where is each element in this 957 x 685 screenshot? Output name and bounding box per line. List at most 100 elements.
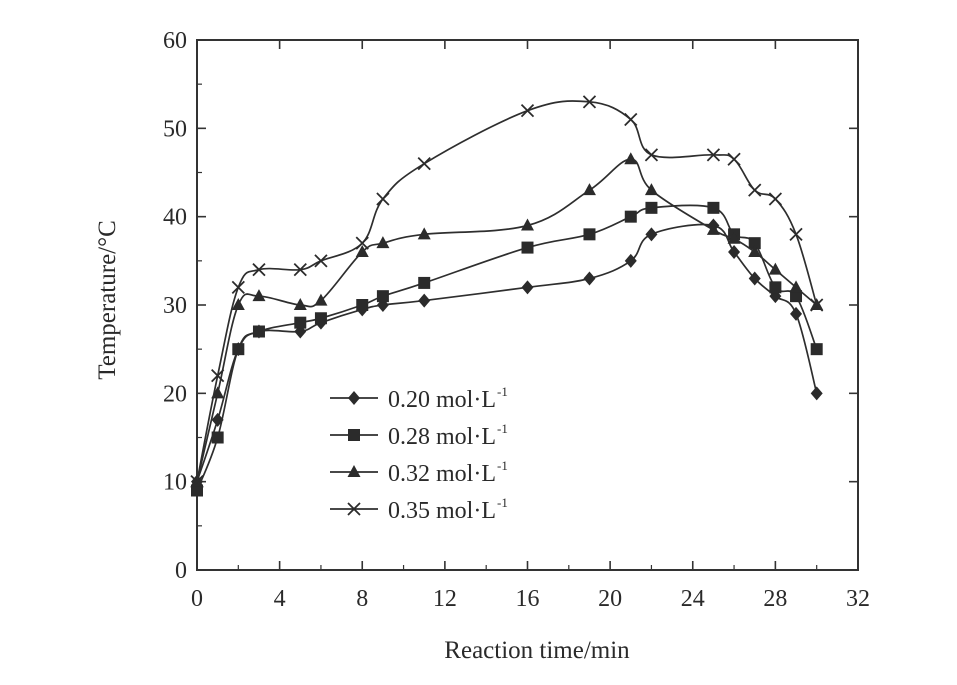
- data-point: [727, 231, 741, 244]
- x-marker-stroke: [727, 152, 741, 166]
- data-point: [790, 306, 803, 321]
- x-marker-stroke: [748, 183, 762, 197]
- data-point: [727, 152, 741, 166]
- data-point: [293, 298, 307, 310]
- x-tick-label: 32: [846, 586, 870, 612]
- series-line: [196, 204, 818, 491]
- axes: 0 4 8 12 16 20 24 28 32 0 10 20 30 40 50 60: [163, 28, 870, 612]
- x-marker-stroke: [314, 254, 328, 268]
- data-point: [748, 271, 761, 286]
- data-point: [768, 192, 783, 206]
- data-point: [252, 289, 266, 302]
- x-marker-stroke: [211, 369, 225, 383]
- data-point: [232, 343, 245, 356]
- legend-marker: [347, 465, 361, 477]
- data-point: [355, 236, 369, 250]
- x-marker-stroke: [789, 227, 803, 241]
- data-point: [810, 343, 823, 356]
- data-point: [748, 237, 761, 250]
- data-point: [728, 245, 741, 259]
- x-marker-stroke: [582, 95, 597, 109]
- legend-marker: [347, 502, 361, 516]
- data-point: [190, 475, 204, 489]
- x-marker-stroke: [417, 157, 431, 171]
- y-tick-label: 50: [163, 116, 187, 142]
- data-point: [810, 386, 823, 401]
- x-marker-stroke: [355, 236, 369, 250]
- x-marker-stroke: [231, 280, 245, 294]
- data-point: [789, 227, 803, 241]
- data-point: [211, 369, 225, 383]
- series-triangle: [190, 152, 824, 487]
- y-tick-label: 10: [163, 470, 187, 496]
- series-x: [190, 95, 824, 489]
- y-tick-label: 0: [175, 558, 187, 584]
- series-line: [196, 223, 818, 482]
- legend-item: 0.32 mol·L -1: [330, 458, 508, 487]
- x-tick-label: 8: [356, 586, 368, 612]
- data-point: [645, 227, 658, 242]
- legend-label: 0.28 mol·L: [388, 424, 496, 450]
- x-marker-stroke: [252, 263, 266, 277]
- series-diamond: [191, 218, 823, 489]
- data-point: [624, 112, 638, 127]
- x-marker-stroke: [190, 475, 204, 489]
- x-marker-stroke: [624, 112, 638, 127]
- y-tick-label: 60: [163, 28, 187, 54]
- legend-label-superscript: -1: [497, 495, 508, 510]
- data-point: [355, 245, 369, 257]
- data-point: [294, 316, 307, 329]
- data-point: [520, 104, 535, 118]
- data-point: [706, 222, 720, 235]
- x-tick-label: 12: [433, 586, 457, 612]
- data-point: [376, 192, 390, 206]
- x-marker-stroke: [376, 192, 390, 206]
- legend-marker: [348, 429, 360, 441]
- data-point: [582, 95, 597, 109]
- data-point: [624, 210, 637, 223]
- x-tick-label: 16: [516, 586, 540, 612]
- legend-label: 0.35 mol·L: [388, 498, 496, 524]
- data-point: [376, 236, 390, 249]
- legend-label: 0.32 mol·L: [388, 461, 496, 487]
- data-point: [252, 325, 265, 338]
- y-axis-label: Temperature/°C: [94, 220, 121, 380]
- x-marker-stroke: [293, 263, 307, 277]
- data-point: [706, 148, 721, 162]
- data-point: [582, 183, 596, 196]
- data-point: [748, 245, 762, 257]
- data-point: [789, 280, 803, 293]
- data-point: [707, 201, 720, 214]
- x-marker-stroke: [520, 104, 535, 118]
- x-marker-stroke: [347, 502, 361, 516]
- x-tick-label: 20: [598, 586, 622, 612]
- x-marker-stroke: [810, 298, 824, 312]
- data-point: [645, 201, 658, 214]
- data-point: [624, 253, 637, 268]
- legend-label: 0.20 mol·L: [388, 387, 496, 413]
- y-tick-label: 30: [163, 293, 187, 319]
- data-point: [790, 290, 803, 303]
- y-tick-label: 20: [163, 381, 187, 407]
- data-point: [768, 262, 782, 275]
- data-point: [583, 271, 596, 286]
- data-point: [314, 293, 328, 306]
- legend-item: 0.28 mol·L -1: [330, 421, 508, 450]
- x-axis-label: Reaction time/min: [444, 637, 630, 664]
- data-point: [769, 281, 782, 294]
- legend-label-superscript: -1: [497, 421, 508, 436]
- x-tick-label: 4: [274, 586, 286, 612]
- series-layer: [190, 95, 824, 497]
- data-point: [418, 293, 431, 308]
- x-marker-stroke: [768, 192, 783, 206]
- legend-marker: [348, 391, 360, 405]
- y-tick-label: 40: [163, 205, 187, 231]
- x-marker-stroke: [706, 148, 721, 162]
- data-point: [810, 298, 824, 312]
- data-point: [191, 484, 203, 497]
- x-tick-label: 0: [191, 586, 203, 612]
- data-point: [314, 312, 327, 325]
- data-point: [314, 254, 328, 268]
- series-square: [191, 201, 823, 497]
